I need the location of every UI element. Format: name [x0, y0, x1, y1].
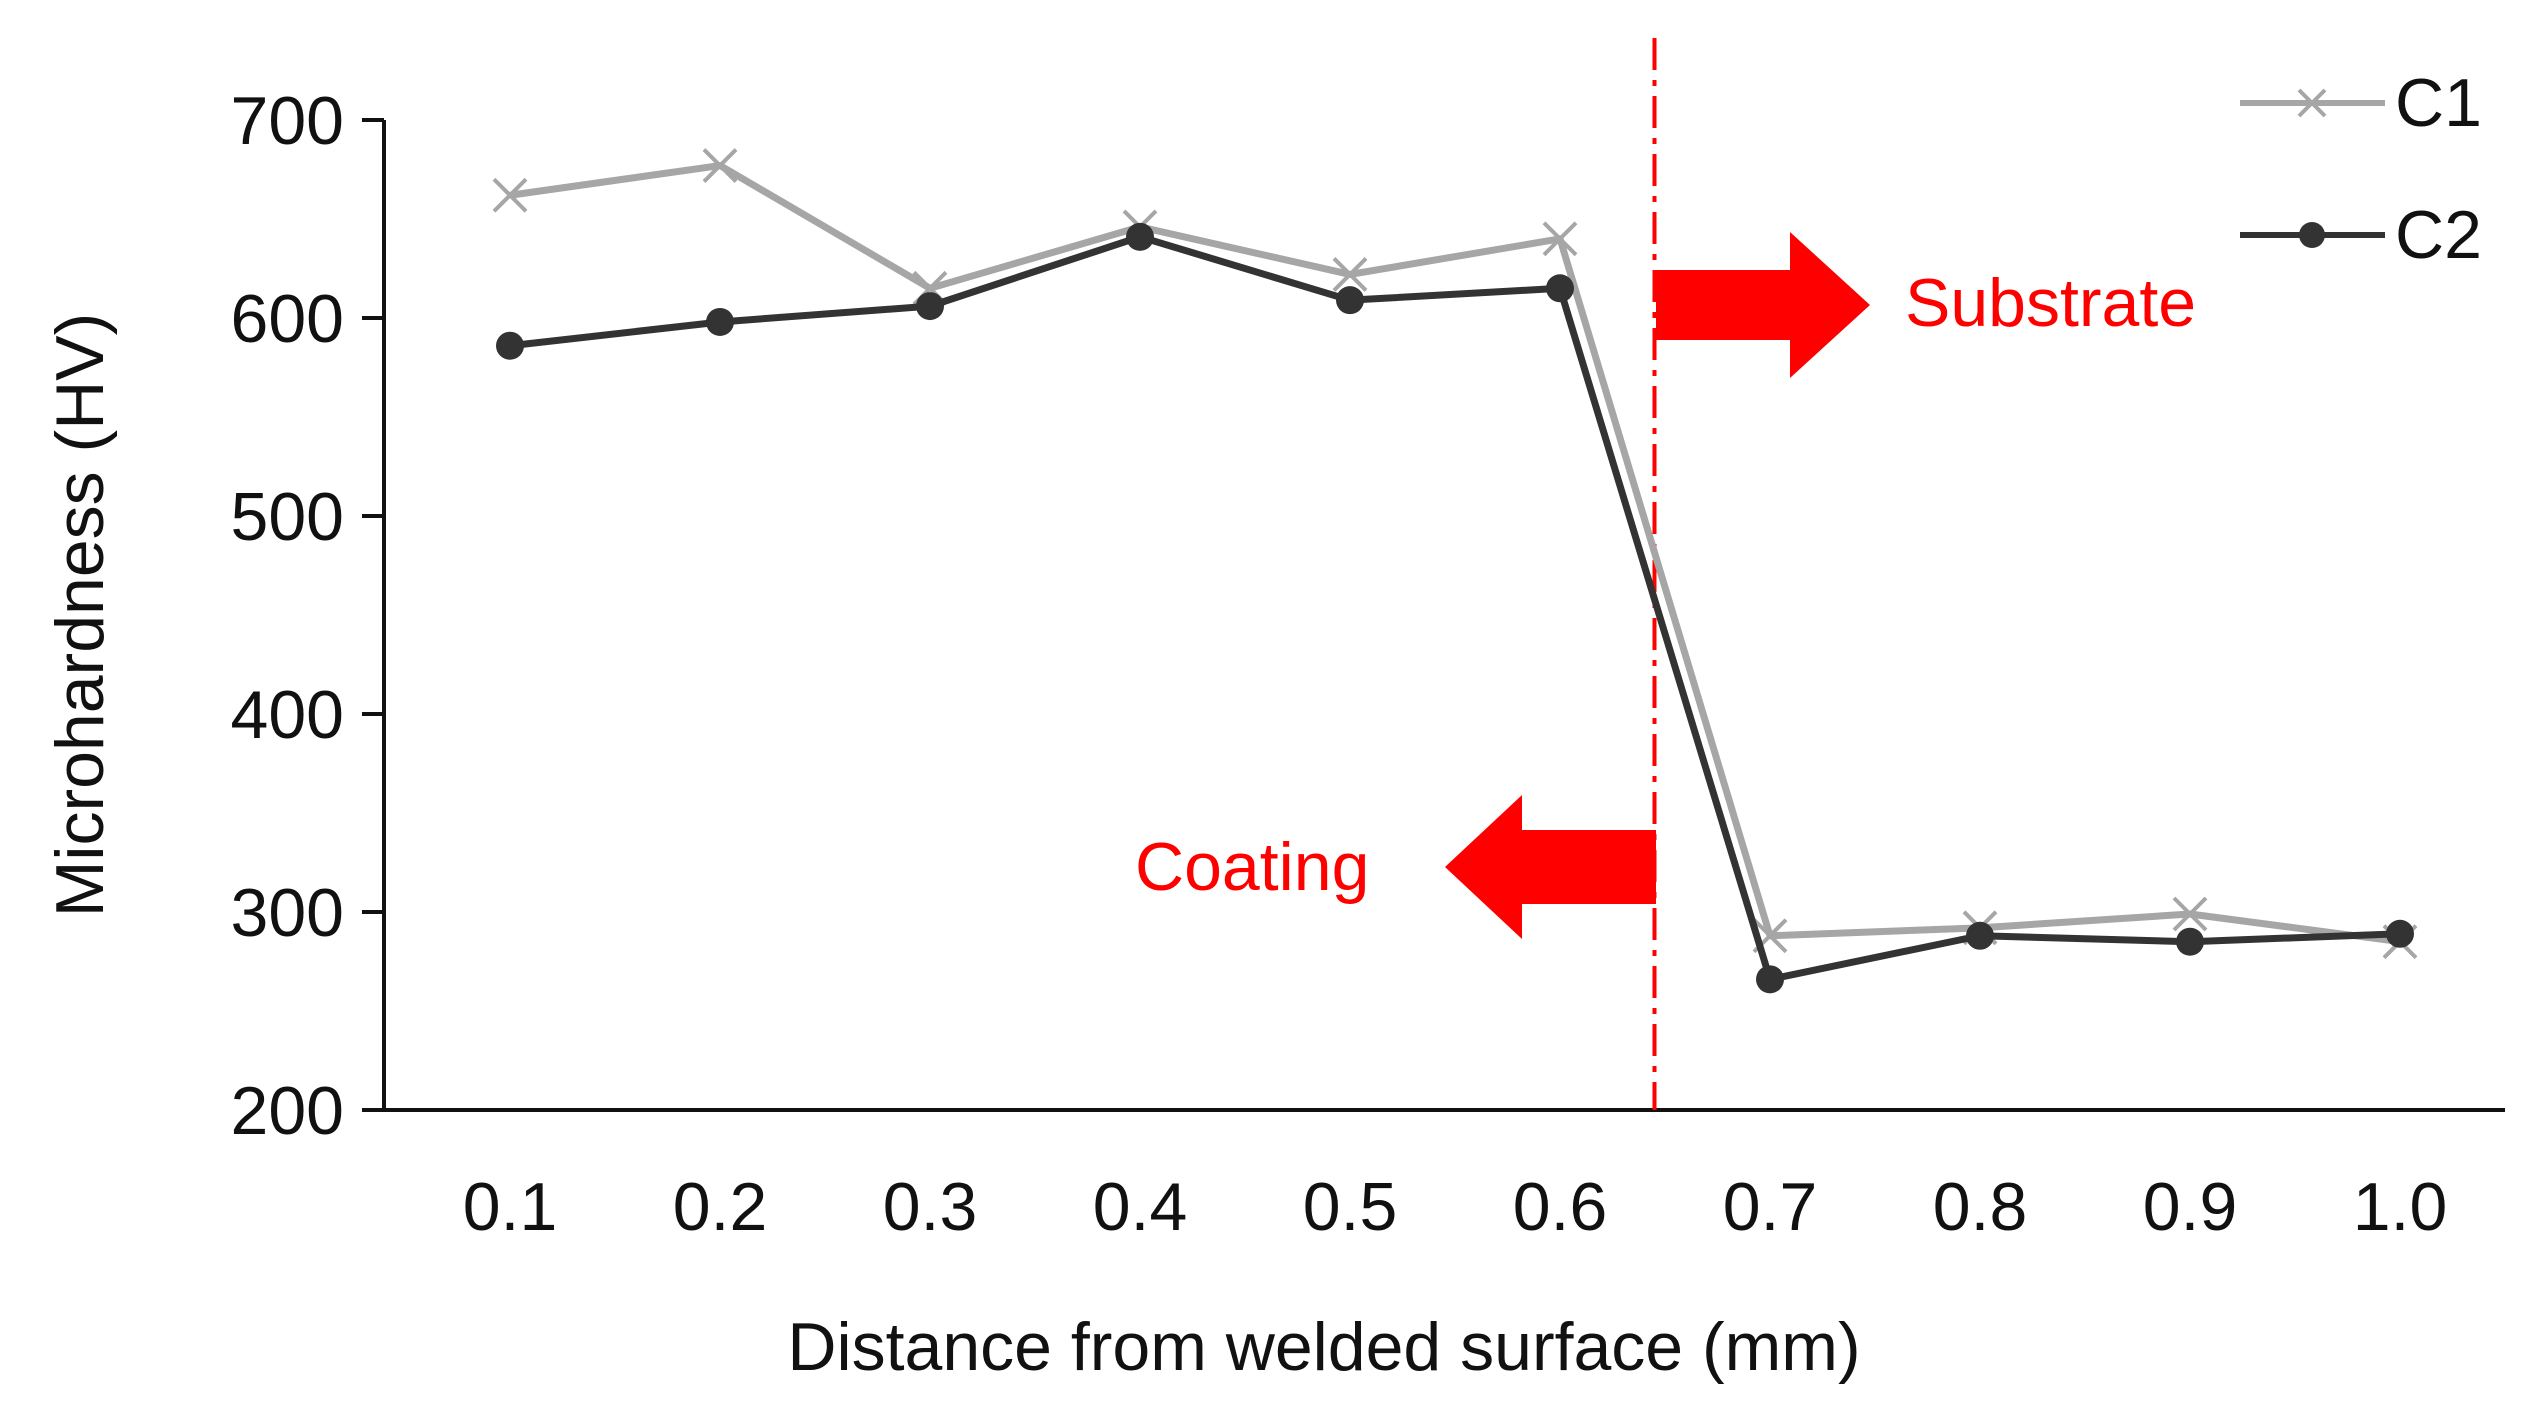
data-point-c2: [1546, 274, 1574, 303]
x-marker-stroke: [1332, 257, 1368, 292]
series-line-c1: [509, 162, 2401, 946]
substrate-label: Substrate: [1905, 265, 2196, 341]
x-marker-stroke: [492, 177, 528, 213]
legend-marker-c2-icon: [2299, 222, 2325, 248]
data-point-c1: [492, 177, 528, 213]
x-tick-label: 0.5: [1303, 1169, 1398, 1245]
data-point-c2: [1126, 222, 1154, 251]
x-marker-stroke: [1542, 221, 1578, 257]
y-tick-label: 600: [231, 281, 344, 357]
y-ticks: 200 300 400 500 600 700: [231, 83, 384, 1149]
data-point-c2: [706, 307, 734, 336]
x-axis-title: Distance from welded surface (mm): [787, 1309, 1860, 1385]
y-tick-label: 500: [231, 479, 344, 555]
legend-marker-c1-icon-b: [2297, 88, 2327, 118]
data-point-c2: [2386, 919, 2414, 948]
x-tick-label: 0.6: [1513, 1169, 1608, 1245]
coating-label: Coating: [1135, 829, 1369, 905]
x-tick-label: 0.7: [1723, 1169, 1818, 1245]
x-tick-label: 0.9: [2143, 1169, 2238, 1245]
series-c2: [496, 222, 2414, 994]
x-tick-label: 0.2: [673, 1169, 768, 1245]
x-marker-stroke: [702, 148, 738, 183]
data-point-c2: [496, 331, 524, 360]
x-tick-label: 0.4: [1093, 1169, 1188, 1245]
legend: C1 C2: [2240, 65, 2482, 273]
data-point-c2: [1966, 921, 1994, 950]
y-tick-label: 300: [231, 875, 344, 951]
substrate-arrow-icon: [1656, 232, 1870, 378]
coating-arrow-icon: [1445, 795, 1656, 939]
annotations: Substrate Coating: [1135, 38, 2196, 1110]
x-tick-label: 0.1: [463, 1169, 558, 1245]
series-layer: [492, 148, 2418, 994]
data-point-c2: [1756, 965, 1784, 994]
y-tick-label: 400: [231, 677, 344, 753]
legend-label-c2: C2: [2395, 197, 2482, 273]
data-point-c2: [1336, 286, 1364, 315]
y-axis-title: Microhardness (HV): [42, 313, 118, 918]
axes: [382, 120, 2505, 1112]
legend-label-c1: C1: [2395, 65, 2482, 141]
data-point-c1: [2172, 896, 2208, 932]
data-point-c2: [916, 292, 944, 321]
y-tick-label: 700: [231, 83, 344, 159]
x-tick-label: 1.0: [2353, 1169, 2448, 1245]
data-point-c1: [1542, 221, 1578, 257]
x-tick-label: 0.3: [883, 1169, 978, 1245]
x-tick-label: 0.8: [1933, 1169, 2028, 1245]
y-tick-label: 200: [231, 1073, 344, 1149]
data-point-c2: [2176, 927, 2204, 956]
x-ticks: 0.1 0.2 0.3 0.4 0.5 0.6 0.7 0.8 0.9 1.0: [463, 1169, 2448, 1245]
data-point-c1: [702, 148, 738, 183]
x-marker-stroke: [2172, 896, 2208, 932]
series-line-c2: [509, 233, 2401, 983]
data-point-c1: [1332, 257, 1368, 292]
